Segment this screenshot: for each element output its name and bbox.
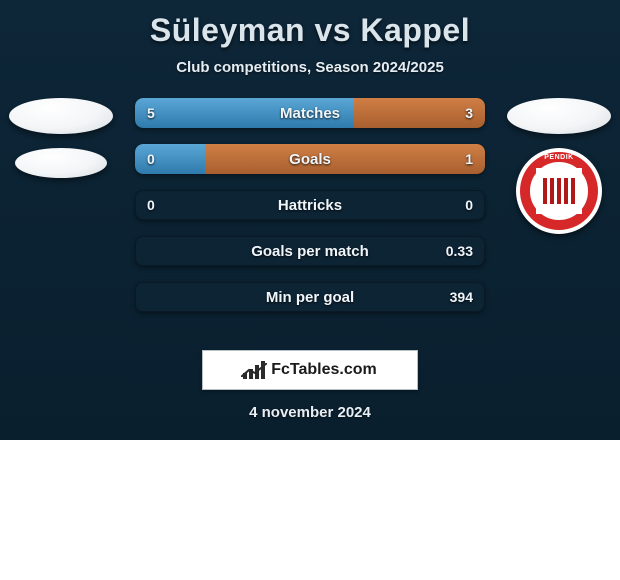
stat-bar-row: 00Hattricks (135, 190, 485, 220)
stat-bar-row: 394Min per goal (135, 282, 485, 312)
page-title: Süleyman vs Kappel (0, 12, 620, 49)
club-badge-text: PENDIK (544, 154, 573, 161)
bar-label: Min per goal (135, 282, 485, 312)
chart-area: PENDIK 53Matches 01Goals 00Hattricks 0.33Go… (0, 98, 620, 338)
brand-text: FcTables.com (271, 361, 377, 379)
bar-label: Goals (135, 144, 485, 174)
bar-label: Hattricks (135, 190, 485, 220)
stat-bar-row: 0.33Goals per match (135, 236, 485, 266)
subtitle: Club competitions, Season 2024/2025 (0, 59, 620, 76)
brand-box[interactable]: FcTables.com (202, 350, 418, 390)
stat-bar-row: 53Matches (135, 98, 485, 128)
stat-bar-row: 01Goals (135, 144, 485, 174)
badge-stripes-icon (543, 178, 575, 204)
left-club-logos (6, 98, 116, 178)
bar-chart-icon (243, 361, 265, 379)
date-label: 4 november 2024 (0, 404, 620, 421)
club-logo-placeholder (15, 148, 107, 178)
bar-label: Matches (135, 98, 485, 128)
club-logo-placeholder (507, 98, 611, 134)
bar-chart: 53Matches 01Goals 00Hattricks 0.33Goals per… (135, 98, 485, 328)
right-club-logos: PENDIK (504, 98, 614, 234)
comparison-card: Süleyman vs Kappel Club competitions, Se… (0, 0, 620, 440)
bar-label: Goals per match (135, 236, 485, 266)
club-logo-placeholder (9, 98, 113, 134)
club-badge-pendik: PENDIK (516, 148, 602, 234)
